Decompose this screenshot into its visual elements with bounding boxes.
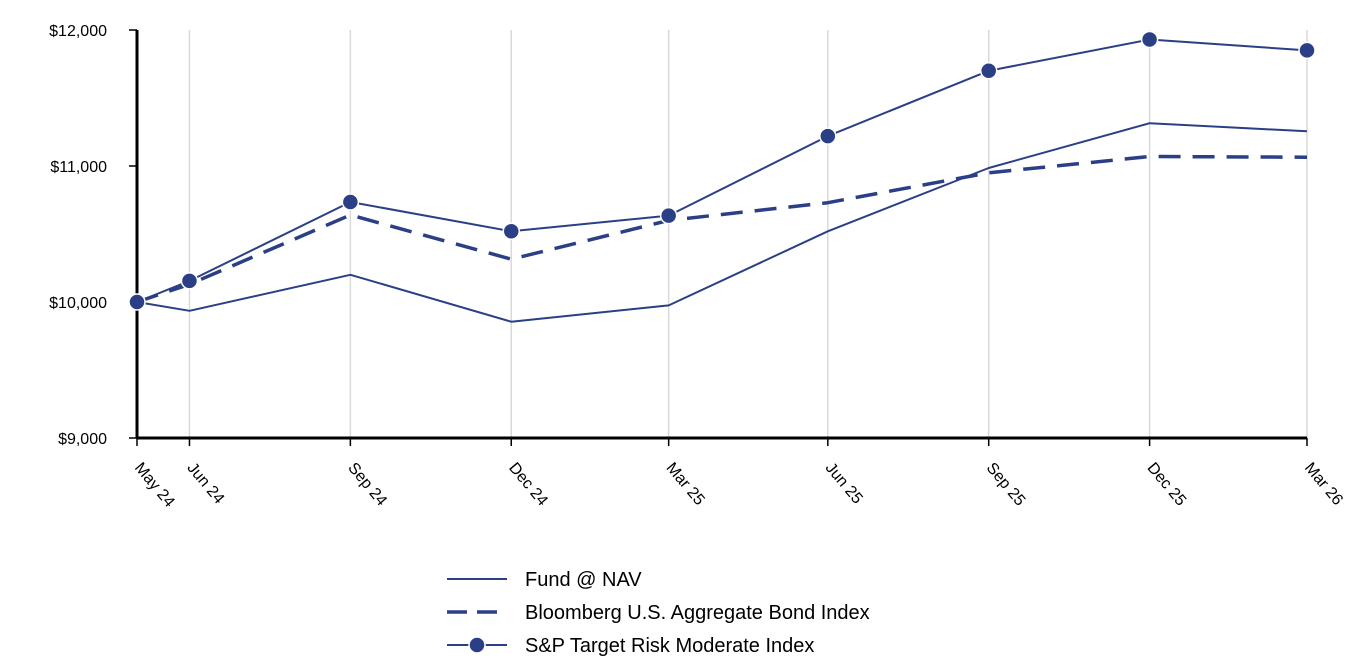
legend-label: Bloomberg U.S. Aggregate Bond Index <box>525 602 870 624</box>
x-axis: May 24 Jun 24 Sep 24 Dec 24 Mar 25 Jun 25 Sep … <box>131 436 1346 511</box>
series-point <box>341 193 360 211</box>
x-tick-label: Dec 25 <box>1144 460 1190 510</box>
series-line-3 <box>136 38 1308 303</box>
gridlines <box>188 30 1308 438</box>
series-point <box>1140 30 1159 49</box>
series-lines <box>128 30 1316 323</box>
series-point <box>659 206 678 225</box>
series-point <box>502 222 521 241</box>
x-tick-label: Mar 25 <box>663 460 708 509</box>
legend-marker <box>468 636 486 654</box>
y-tick-label: $11,000 <box>50 159 107 176</box>
legend-label: S&P Target Risk Moderate Index <box>525 635 814 657</box>
series-point <box>128 293 146 311</box>
y-tick-label: $12,000 <box>49 23 107 40</box>
x-tick-label: Dec 24 <box>505 460 551 510</box>
y-axis: $9,000 $10,000 $11,000 $12,000 <box>49 23 139 448</box>
y-tick-label: $9,000 <box>58 431 107 448</box>
legend: Fund @ NAV Bloomberg U.S. Aggregate Bond … <box>447 569 870 657</box>
y-tick-label: $10,000 <box>49 295 107 312</box>
x-tick-label: Jun 25 <box>822 460 866 508</box>
x-tick-label: Sep 25 <box>983 460 1029 510</box>
x-tick-label: Jun 24 <box>183 460 227 508</box>
x-tick-label: May 24 <box>131 460 178 511</box>
series-line-1 <box>136 122 1308 323</box>
series-point <box>1298 41 1316 60</box>
series-point <box>819 127 837 145</box>
series-point <box>180 272 199 290</box>
legend-label: Fund @ NAV <box>525 569 642 591</box>
x-tick-label: Sep 24 <box>344 460 390 510</box>
x-tick-label: Mar 26 <box>1301 460 1346 509</box>
series-point <box>979 62 998 80</box>
